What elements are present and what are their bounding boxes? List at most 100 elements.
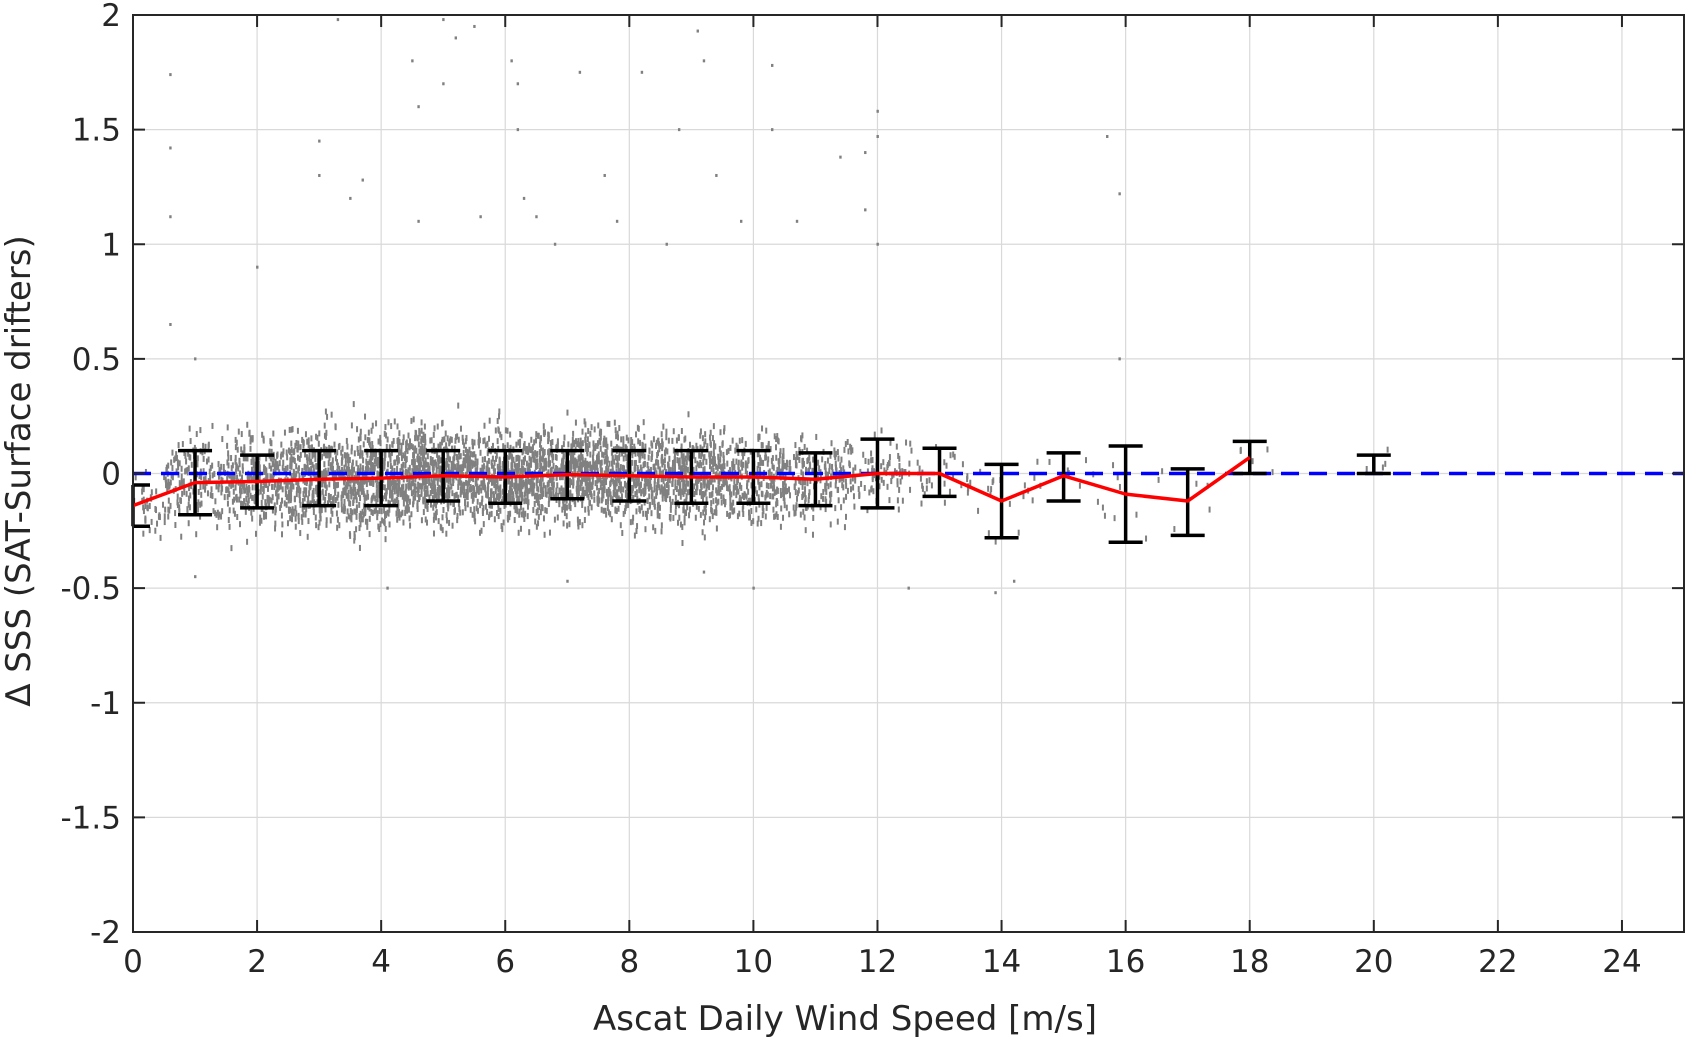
scatter-point <box>834 451 837 458</box>
scatter-point <box>678 463 681 470</box>
scatter-point <box>587 494 590 501</box>
scatter-point <box>502 519 505 526</box>
scatter-point <box>470 486 473 493</box>
scatter-point <box>520 475 523 482</box>
scatter-point <box>695 480 698 487</box>
scatter-point <box>665 496 668 503</box>
scatter-point <box>431 457 434 464</box>
scatter-point <box>747 476 750 483</box>
scatter-point <box>764 454 767 461</box>
scatter-point <box>417 486 420 493</box>
scatter-point <box>390 423 393 430</box>
scatter-point <box>367 429 370 436</box>
scatter-point <box>420 435 423 442</box>
scatter-point <box>660 431 663 438</box>
scatter-point <box>528 529 531 536</box>
scatter-point <box>424 433 427 440</box>
scatter-point <box>674 494 677 501</box>
scatter-point <box>461 468 464 475</box>
scatter-point <box>597 495 600 502</box>
scatter-point <box>359 463 362 470</box>
scatter-point <box>489 502 492 509</box>
scatter-point <box>553 516 556 523</box>
scatter-point <box>736 513 739 520</box>
scatter-point <box>571 436 574 443</box>
scatter-point <box>535 437 538 444</box>
scatter-point <box>597 422 600 429</box>
scatter-point <box>492 491 495 498</box>
scatter-point <box>731 466 734 473</box>
scatter-point <box>432 442 435 449</box>
scatter-point <box>456 433 459 440</box>
scatter-point <box>547 461 550 468</box>
scatter-point <box>542 450 545 457</box>
scatter-point <box>345 492 348 499</box>
scatter-point <box>525 460 528 467</box>
scatter-point <box>527 464 530 471</box>
scatter-point <box>776 487 779 494</box>
scatter-point <box>584 432 587 439</box>
scatter-point <box>607 494 610 501</box>
scatter-point <box>849 443 852 450</box>
scatter-point <box>772 464 775 471</box>
scatter-point <box>453 455 456 462</box>
scatter-point <box>289 448 292 455</box>
scatter-point <box>611 448 614 455</box>
scatter-point <box>627 437 630 444</box>
scatter-point <box>475 477 478 484</box>
scatter-point <box>572 479 575 486</box>
scatter-point <box>391 485 394 492</box>
scatter-point <box>364 466 367 473</box>
scatter-point <box>371 422 374 429</box>
scatter-point <box>319 515 322 522</box>
scatter-point <box>537 513 540 520</box>
scatter-point <box>621 529 624 536</box>
scatter-point <box>414 476 417 483</box>
scatter-point <box>341 445 344 452</box>
scatter-point <box>476 498 479 505</box>
scatter-point <box>424 502 427 509</box>
scatter-point <box>386 436 389 443</box>
error-bar <box>1356 453 1391 476</box>
scatter-point <box>632 475 635 482</box>
scatter-point <box>487 471 490 478</box>
scatter-point <box>510 487 513 494</box>
scatter-point <box>837 455 840 462</box>
scatter-point <box>794 479 797 486</box>
scatter-point <box>324 506 327 513</box>
scatter-point <box>725 481 728 488</box>
scatter-point <box>251 494 254 501</box>
scatter-point <box>571 493 574 500</box>
scatter-point <box>237 465 240 472</box>
scatter-point <box>383 518 386 525</box>
scatter-point <box>566 579 569 583</box>
scatter-point <box>402 439 405 446</box>
scatter-point <box>350 493 353 500</box>
scatter-point <box>451 445 454 452</box>
scatter-point <box>532 507 535 514</box>
scatter-point <box>808 493 811 500</box>
scatter-point <box>782 447 785 454</box>
scatter-point <box>618 425 621 432</box>
x-tick-label: 12 <box>858 944 897 980</box>
scatter-point <box>424 439 427 446</box>
scatter-point <box>544 485 547 492</box>
scatter-point <box>350 516 353 523</box>
scatter-point <box>454 492 457 499</box>
scatter-point <box>764 513 767 520</box>
scatter-point <box>897 506 900 513</box>
scatter-point <box>396 516 399 523</box>
scatter-point <box>773 489 776 496</box>
scatter-point <box>574 419 577 426</box>
scatter-point <box>697 505 700 512</box>
scatter-point <box>725 477 728 484</box>
scatter-point <box>368 515 371 522</box>
scatter-point <box>880 427 883 434</box>
scatter-point <box>471 438 474 445</box>
scatter-point <box>323 461 326 468</box>
scatter-point <box>437 455 440 462</box>
scatter-point <box>431 488 434 495</box>
scatter-point <box>589 465 592 472</box>
scatter-point <box>509 510 512 517</box>
scatter-point <box>614 474 617 481</box>
